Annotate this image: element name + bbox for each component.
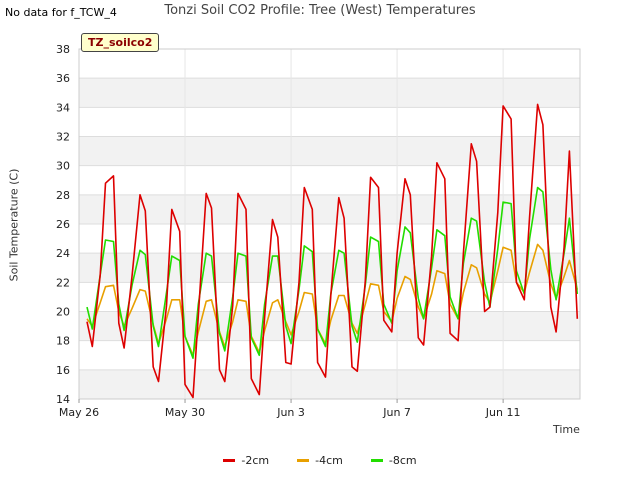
plot-band [79, 107, 580, 137]
plot-band [79, 340, 580, 370]
x-tick-label: Jun 7 [382, 406, 411, 419]
y-tick-label: 20 [56, 306, 70, 319]
plot-frame [78, 48, 581, 400]
legend-label-4cm: -4cm [315, 454, 343, 467]
legend-swatch-8cm [370, 459, 383, 462]
x-tick-label: May 26 [59, 406, 99, 419]
x-tick-label: May 30 [165, 406, 205, 419]
legend-item-2cm: -2cm [223, 454, 269, 467]
legend-swatch-4cm [297, 459, 310, 462]
y-tick-label: 38 [56, 43, 70, 56]
y-tick-label: 32 [56, 131, 70, 144]
chart-title: Tonzi Soil CO2 Profile: Tree (West) Temp… [164, 3, 476, 18]
legend-label-8cm: -8cm [388, 454, 417, 467]
y-tick-label: 14 [56, 393, 70, 406]
series-line-minus-4cm [86, 243, 579, 357]
x-axis-label: Time [553, 423, 580, 436]
no-data-note: No data for f_TCW_4 [5, 6, 117, 19]
x-tick-label: Jun 3 [276, 406, 305, 419]
y-tick-label: 34 [56, 101, 70, 114]
legend-item-4cm: -4cm [297, 454, 343, 467]
plot-band [79, 49, 580, 79]
y-tick-label: 28 [56, 189, 70, 202]
site-label-badge: TZ_soilco2 [81, 33, 160, 52]
plot-band [79, 136, 580, 166]
y-tick-label: 16 [56, 364, 70, 377]
legend: -2cm -4cm -8cm [0, 454, 640, 467]
plot-band [79, 78, 580, 108]
y-tick-label: 18 [56, 335, 70, 348]
plot-band [79, 253, 580, 283]
y-tick-label: 22 [56, 276, 70, 289]
y-tick-label: 30 [56, 160, 70, 173]
plot-band [79, 369, 580, 399]
plot-band [79, 165, 580, 195]
y-axis-ticks: 14 16 18 20 22 24 26 28 30 32 34 36 38 [56, 43, 70, 406]
series-lines [86, 103, 579, 399]
y-tick-label: 24 [56, 247, 70, 260]
x-tick-label: Jun 11 [485, 406, 521, 419]
legend-item-8cm: -8cm [370, 454, 417, 467]
legend-swatch-2cm [223, 459, 236, 462]
legend-label-2cm: -2cm [241, 454, 270, 467]
y-tick-label: 36 [56, 72, 70, 85]
y-tick-label: 26 [56, 218, 70, 231]
plot-band [79, 194, 580, 224]
series-line-minus-2cm [86, 103, 579, 399]
x-axis-ticks: May 26 May 30 Jun 3 Jun 7 Jun 11 [59, 399, 521, 419]
